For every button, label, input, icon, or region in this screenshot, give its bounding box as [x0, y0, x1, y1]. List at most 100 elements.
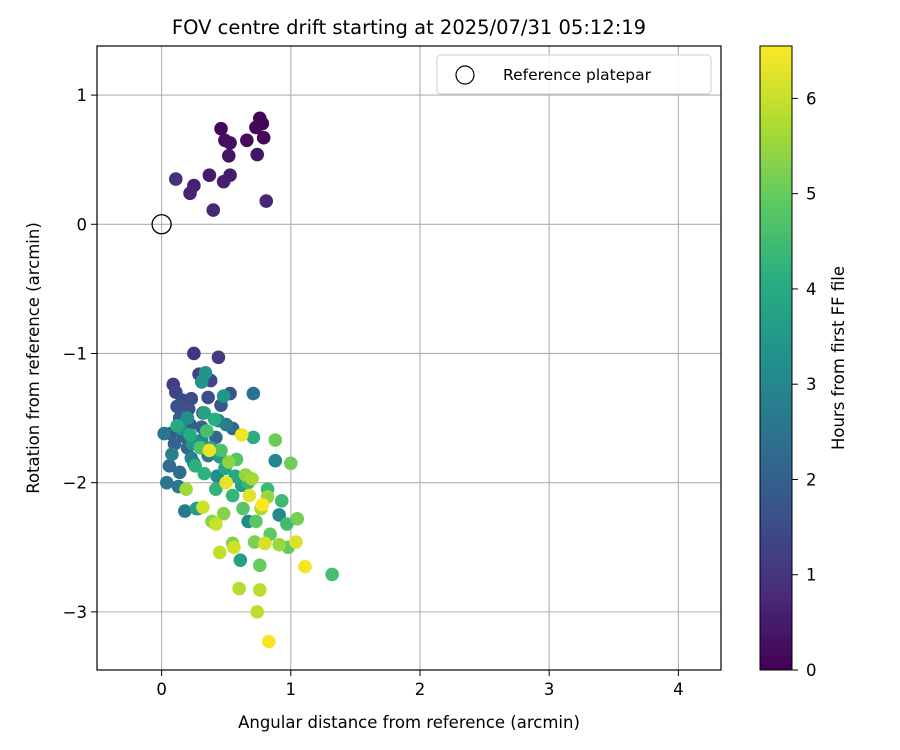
data-point: [247, 535, 262, 549]
data-point: [298, 559, 312, 574]
colorbar-tick-label: 3: [806, 375, 817, 394]
x-tick-label: 1: [286, 680, 297, 699]
colorbar-gradient: [759, 45, 793, 671]
reference-marker: [151, 214, 172, 235]
chart-title: FOV centre drift starting at 2025/07/31 …: [172, 16, 646, 39]
data-point: [211, 350, 226, 365]
data-point: [172, 465, 187, 480]
data-point: [234, 428, 249, 442]
data-point: [252, 583, 267, 597]
data-point: [209, 517, 223, 531]
data-point: [259, 194, 274, 208]
data-point: [194, 375, 209, 389]
colorbar-tick-label: 6: [806, 89, 817, 108]
data-point: [216, 174, 231, 189]
data-point: [246, 430, 261, 445]
data-point: [216, 389, 231, 403]
reference-platepar-point: [151, 214, 172, 235]
x-tick-label: 2: [415, 680, 426, 699]
data-point: [268, 433, 283, 447]
legend: Reference platepar: [436, 54, 712, 95]
data-point: [170, 419, 184, 433]
data-point: [242, 488, 257, 503]
data-point: [249, 120, 263, 135]
data-point: [178, 504, 192, 518]
data-point: [245, 471, 259, 486]
y-tick-label: 1: [77, 86, 88, 105]
x-tick-label: 4: [673, 680, 684, 699]
data-point: [274, 493, 289, 508]
data-point: [202, 443, 217, 458]
colorbar-ticks: 0 1 2 3 4 5 6: [792, 89, 817, 680]
data-point: [221, 455, 236, 469]
data-point: [183, 428, 197, 442]
data-point: [250, 605, 264, 619]
data-point: [157, 426, 171, 441]
data-point: [227, 540, 241, 555]
data-point: [272, 537, 286, 552]
data-point: [272, 508, 286, 522]
data-point: [159, 475, 174, 490]
data-point: [197, 466, 212, 481]
data-point: [200, 424, 214, 438]
data-point: [240, 133, 254, 148]
data-point: [167, 437, 182, 451]
data-point: [209, 482, 223, 496]
data-point: [207, 412, 222, 427]
legend-reference-marker: [455, 65, 475, 85]
colorbar-tick-label: 4: [806, 280, 817, 299]
data-point: [233, 553, 248, 567]
data-point: [258, 536, 272, 551]
data-point: [268, 453, 283, 468]
data-point: [249, 514, 263, 529]
data-point: [232, 581, 246, 596]
data-point: [165, 447, 179, 462]
x-axis-label: Angular distance from reference (arcmin): [238, 713, 580, 732]
y-axis-ticks: −3 −2 −1 0 1: [63, 86, 97, 622]
y-tick-label: 0: [77, 215, 88, 234]
data-point: [280, 517, 294, 531]
legend-box: [436, 54, 712, 95]
data-point: [325, 567, 339, 582]
data-point: [255, 497, 270, 512]
data-point: [223, 136, 237, 150]
data-point: [179, 482, 193, 496]
data-point: [289, 535, 303, 549]
data-point: [202, 168, 217, 182]
data-point: [170, 399, 184, 414]
data-point: [184, 391, 199, 406]
data-point: [246, 386, 261, 401]
data-point: [221, 149, 236, 163]
data-point: [214, 121, 228, 136]
data-point: [252, 558, 267, 573]
data-point: [187, 346, 201, 361]
x-tick-label: 3: [544, 680, 555, 699]
data-point: [236, 501, 250, 516]
data-point: [197, 406, 212, 420]
data-point: [219, 475, 233, 490]
data-point: [283, 456, 298, 471]
colorbar: 0 1 2 3 4 5 6 Hours from first FF file: [759, 45, 848, 680]
legend-entry-label: Reference platepar: [503, 66, 652, 84]
data-point: [188, 459, 202, 473]
data-point: [290, 512, 305, 526]
grid-lines: [97, 46, 721, 670]
y-axis-label: Rotation from reference (arcmin): [24, 222, 43, 494]
data-point: [162, 459, 177, 473]
data-point: [180, 411, 195, 425]
data-point: [201, 390, 215, 405]
y-tick-label: −1: [63, 344, 87, 363]
data-point: [256, 130, 271, 145]
data-point: [214, 443, 228, 458]
data-point: [206, 203, 221, 217]
data-point: [196, 500, 210, 515]
data-point: [212, 545, 227, 560]
data-point: [262, 634, 276, 649]
x-axis-ticks: 0 1 2 3 4: [156, 670, 684, 699]
y-tick-label: −2: [63, 474, 87, 493]
y-tick-label: −3: [63, 603, 87, 622]
plot-frame: [96, 45, 722, 671]
colorbar-tick-label: 2: [806, 470, 817, 489]
data-point: [169, 172, 183, 186]
